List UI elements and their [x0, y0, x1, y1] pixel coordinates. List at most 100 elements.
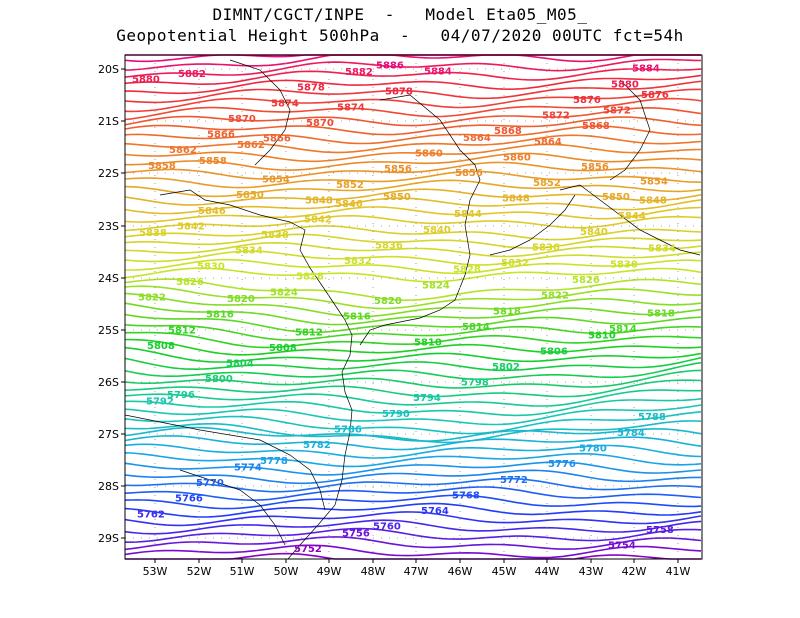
- contour-label: 5832: [501, 258, 529, 269]
- coastline-layer: [124, 59, 701, 560]
- contour-label: 5856: [384, 164, 412, 175]
- contour-label: 5842: [304, 214, 332, 225]
- contour-label: 5848: [305, 195, 333, 206]
- coastline: [124, 414, 326, 511]
- contour-label: 5826: [572, 275, 600, 286]
- contour-label: 5866: [263, 134, 291, 145]
- contour-label: 5808: [147, 341, 175, 352]
- lon-tick-label: 48W: [361, 565, 386, 578]
- contour-label: 5778: [260, 456, 288, 467]
- contour-label: 5782: [303, 440, 331, 451]
- contour-line: [124, 511, 702, 527]
- contour-label: 5808: [269, 343, 297, 354]
- contour-label: 5780: [579, 443, 607, 454]
- contour-label: 5800: [205, 374, 233, 385]
- contour-label: 5872: [542, 111, 570, 122]
- contour-label: 5874: [271, 98, 299, 109]
- contour-line: [124, 452, 702, 468]
- contour-label: 5816: [343, 312, 371, 323]
- contour-line: [124, 188, 702, 206]
- lon-tick-label: 49W: [317, 565, 342, 578]
- contour-line: [124, 379, 702, 398]
- contour-label: 5764: [421, 506, 449, 517]
- contour-label: 5828: [296, 272, 324, 283]
- lon-tick-label: 53W: [143, 565, 168, 578]
- contour-label: 5774: [234, 462, 262, 473]
- lon-tick-label: 50W: [274, 565, 299, 578]
- contour-label: 5814: [462, 322, 490, 333]
- contour-line: [125, 74, 702, 95]
- contour-label: 5850: [383, 192, 411, 203]
- contour-line: [124, 389, 701, 407]
- contour-label: 5870: [228, 114, 256, 125]
- contour-label: 5852: [533, 178, 561, 189]
- contour-line: [124, 97, 702, 121]
- contour-line: [124, 404, 702, 426]
- contour-line: [124, 536, 702, 551]
- contour-label-layer: 5880 5878 5876 5874 5872 5870 5868 5866 5864 5862…: [132, 60, 676, 555]
- contour-label: 5770: [196, 478, 224, 489]
- contour-label: 5870: [306, 118, 334, 129]
- lon-tick-label: 42W: [622, 565, 647, 578]
- contour-label: 5766: [175, 494, 203, 505]
- contour-label: 5886: [376, 60, 404, 71]
- contour-label: 5822: [138, 293, 166, 304]
- contour-line: [124, 292, 702, 318]
- contour-label: 5834: [235, 246, 263, 257]
- contour-label: 5758: [646, 525, 674, 536]
- contour-line: [124, 54, 701, 71]
- contour-label: 5796: [167, 390, 195, 401]
- contour-line: [124, 338, 702, 356]
- contour-line: [124, 361, 702, 380]
- contour-label: 5760: [373, 522, 401, 533]
- contour-label: 5854: [262, 175, 290, 186]
- contour-label: 5822: [541, 291, 569, 302]
- contour-line: [124, 143, 702, 163]
- contour-line: [124, 250, 702, 266]
- contour-label: 5844: [618, 211, 646, 222]
- contour-line: [124, 278, 702, 302]
- longitude-axis: 53W 52W 51W 50W 49W 48W 47W 46W 45W 44W 43W 42W 41W: [143, 559, 691, 578]
- coastline: [609, 79, 651, 181]
- lat-tick-label: 22S: [98, 167, 119, 180]
- contour-label: 5834: [648, 244, 676, 255]
- contour-label: 5810: [414, 338, 442, 349]
- contour-label: 5862: [237, 140, 265, 151]
- contour-line: [124, 411, 702, 435]
- contour-line: [124, 225, 702, 241]
- coastline: [559, 184, 701, 256]
- latitude-axis: 20S 21S 22S 23S 24S 25S 26S 27S 28S 29S: [98, 63, 125, 545]
- contour-label: 5842: [177, 221, 205, 232]
- contour-line: [124, 302, 702, 326]
- contour-line: [124, 285, 702, 310]
- lat-tick-label: 26S: [98, 376, 119, 389]
- lon-tick-label: 43W: [579, 565, 604, 578]
- contour-label: 5772: [500, 475, 528, 486]
- contour-label: 5876: [573, 95, 601, 106]
- contour-label: 5820: [227, 294, 255, 305]
- contour-label: 5790: [382, 409, 410, 420]
- lon-tick-label: 45W: [492, 565, 517, 578]
- contour-label: 5838: [139, 228, 167, 239]
- contour-label: 5862: [169, 145, 197, 156]
- contour-line: [124, 346, 702, 363]
- contour-line: [124, 519, 702, 535]
- contour-line: [124, 527, 702, 544]
- contour-label: 5866: [207, 130, 235, 141]
- contour-line: [124, 426, 702, 442]
- contour-label: 5848: [639, 195, 667, 206]
- contour-label: 5824: [270, 287, 298, 298]
- contour-label: 5816: [206, 310, 234, 321]
- contour-line: [124, 369, 702, 389]
- contour-label: 5828: [453, 265, 481, 276]
- contour-label: 5876: [641, 90, 669, 101]
- contour-label: 5854: [640, 177, 668, 188]
- contour-line: [124, 179, 702, 198]
- contour-label: 5754: [608, 541, 636, 552]
- chart-title-line2: Geopotential Height 500hPa - 04/07/2020 …: [116, 26, 684, 45]
- contour-line: [124, 161, 702, 180]
- contour-label: 5824: [422, 280, 450, 291]
- contour-line: [124, 125, 702, 145]
- contour-label: 5776: [548, 459, 576, 470]
- contour-label: 5846: [198, 206, 226, 217]
